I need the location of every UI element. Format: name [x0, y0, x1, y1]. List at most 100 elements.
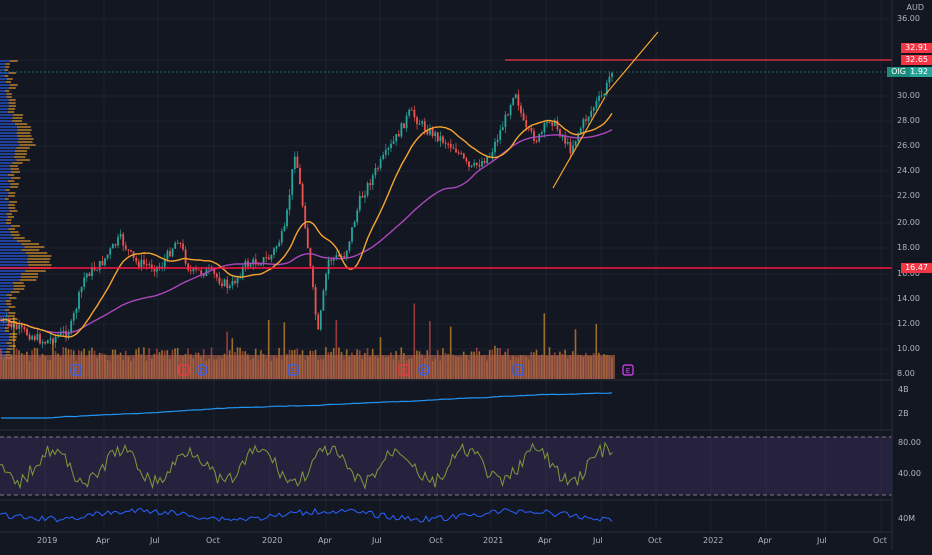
- candle-body: [197, 269, 200, 271]
- candle-body: [291, 169, 294, 195]
- candle-body: [486, 156, 489, 164]
- candle-body: [137, 261, 140, 267]
- candle-body: [499, 130, 502, 140]
- candle-body: [117, 236, 119, 246]
- ma-slow-line: [0, 129, 613, 334]
- vp-bar-sell: [10, 291, 20, 293]
- vp-bar-buy: [0, 252, 26, 254]
- volume-bar: [267, 320, 270, 379]
- vp-bar-buy: [0, 324, 7, 326]
- earnings-marker-icon[interactable]: [398, 364, 410, 376]
- candle-body: [189, 270, 192, 272]
- price-axis-label: 16.00: [897, 269, 920, 278]
- vp-bar-sell: [19, 144, 36, 146]
- candle-body: [275, 246, 278, 249]
- vp-bar-buy: [0, 333, 10, 335]
- candle-body: [525, 120, 528, 128]
- earnings-marker-icon[interactable]: [70, 364, 82, 376]
- candle-body: [538, 134, 541, 142]
- trendline-upper[interactable]: [604, 31, 659, 96]
- vp-bar-sell: [8, 228, 16, 230]
- candle-body: [468, 161, 470, 167]
- earnings-marker-icon[interactable]: [512, 364, 524, 376]
- vp-bar-sell: [4, 330, 10, 332]
- candle-body: [130, 250, 132, 252]
- candle-body: [392, 141, 395, 144]
- price-axis-label: 14.00: [897, 294, 920, 303]
- vp-bar-buy: [0, 195, 9, 197]
- price-axis-label: 10.00: [897, 344, 920, 353]
- candle-body: [462, 153, 465, 159]
- vp-bar-sell: [16, 240, 31, 242]
- vp-bar-sell: [14, 150, 28, 152]
- volume-bar: [574, 329, 577, 379]
- vp-bar-sell: [16, 147, 30, 149]
- vp-bar-buy: [0, 297, 10, 299]
- vp-bar-sell: [20, 273, 39, 275]
- candle-body: [171, 248, 174, 257]
- vp-bar-sell: [13, 288, 25, 290]
- price-axis-label: 18.00: [897, 243, 920, 252]
- vp-bar-sell: [17, 135, 32, 137]
- candle-body: [582, 119, 585, 129]
- candle-body: [299, 167, 301, 185]
- candle-body: [590, 110, 593, 117]
- time-axis-label: 2022: [703, 536, 724, 545]
- vp-bar-sell: [27, 258, 51, 260]
- grid-lines: [0, 0, 892, 532]
- vp-bar-buy: [0, 339, 9, 341]
- candle-body: [187, 263, 190, 271]
- price-axis-label: 22.00: [897, 191, 920, 200]
- candle-body: [332, 257, 335, 261]
- vp-bar-sell: [17, 129, 32, 131]
- candle-body: [286, 209, 288, 227]
- vp-bar-sell: [8, 105, 16, 107]
- candle-body: [150, 264, 153, 269]
- candle-body: [418, 123, 421, 125]
- trendline-lower[interactable]: [552, 96, 606, 189]
- vp-bar-buy: [0, 138, 19, 140]
- vp-bar-sell: [8, 312, 16, 314]
- candle-body: [507, 114, 509, 116]
- vp-bar-buy: [0, 204, 9, 206]
- candle-body: [249, 264, 252, 267]
- rsi-axis-label-1: 80.00: [898, 438, 921, 447]
- vp-bar-buy: [0, 93, 7, 95]
- vp-bar-sell: [12, 114, 24, 116]
- marker-label: E: [74, 367, 78, 375]
- vp-bar-buy: [0, 294, 7, 296]
- vp-bar-buy: [0, 165, 10, 167]
- candle-body: [312, 266, 314, 288]
- vp-bar-buy: [0, 234, 11, 236]
- price-axis-label: 28.00: [897, 116, 920, 125]
- candle-body: [67, 333, 70, 337]
- dividend-marker-icon[interactable]: [196, 364, 208, 376]
- vp-bar-buy: [0, 126, 17, 128]
- earnings-marker-icon[interactable]: [287, 364, 299, 376]
- earnings-marker-icon[interactable]: [622, 364, 634, 376]
- vp-bar-buy: [0, 309, 6, 311]
- candle-body: [148, 264, 151, 266]
- dividend-marker-icon[interactable]: [418, 364, 430, 376]
- candles[interactable]: [0, 71, 613, 348]
- vp-bar-sell: [4, 327, 9, 329]
- vp-bar-buy: [0, 258, 28, 260]
- candle-body: [46, 340, 49, 344]
- time-axis-label: Jul: [372, 536, 382, 545]
- candle-body: [72, 313, 75, 321]
- candle-body: [174, 242, 177, 249]
- symbol-tag: OIG: [887, 67, 910, 77]
- time-axis-label: Apr: [96, 536, 110, 545]
- earnings-marker-icon[interactable]: [178, 364, 190, 376]
- candle-body: [340, 255, 343, 257]
- volume-indicator-line: [0, 507, 613, 523]
- vp-bar-buy: [0, 228, 9, 230]
- vp-bar-sell: [6, 93, 12, 95]
- vp-bar-sell: [9, 186, 18, 188]
- candle-body: [31, 336, 34, 340]
- vp-bar-buy: [0, 186, 10, 188]
- candle-body: [179, 242, 182, 244]
